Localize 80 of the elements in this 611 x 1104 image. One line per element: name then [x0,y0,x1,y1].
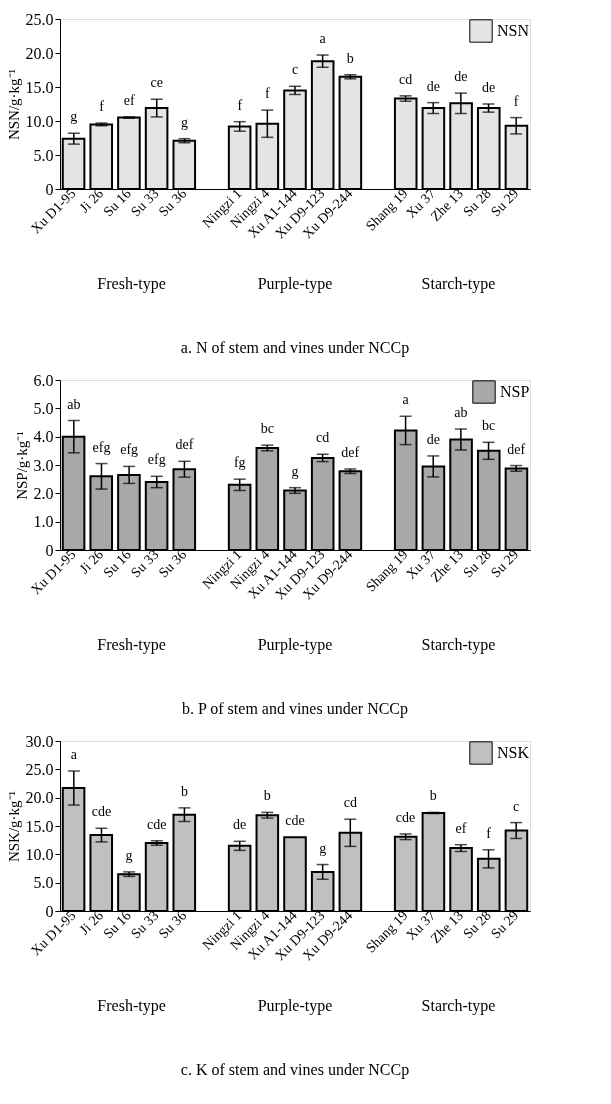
text: Fresh-type [97,275,166,293]
data-label: f [265,86,271,102]
data-label: cde [147,816,167,832]
data-label: bc [481,418,496,434]
data-label: ef [455,820,467,836]
data-label: c [513,798,520,814]
data-label: g [70,109,78,125]
data-label: cd [343,795,357,811]
y-tick-label: 10.0 [25,845,54,863]
y-tick-label: 6.0 [33,371,54,389]
text: Purple-type [257,997,333,1015]
data-label: efg [120,442,139,458]
data-label: b [180,783,188,799]
text: b. P of stem and vines under NCCp [181,700,409,718]
y-tick-label: 5.0 [33,146,54,164]
y-tick-label: 4.0 [33,428,54,446]
y-tick-label: 5.0 [33,874,54,892]
data-label: b [263,788,271,804]
text: c. K of stem and vines under NCCp [180,1061,410,1079]
data-label: cde [395,809,416,825]
data-label: ab [454,405,468,421]
data-label: def [175,437,194,453]
y-tick-label: 25.0 [25,760,54,778]
y-tick-label: 3.0 [33,456,54,474]
data-label: a [70,747,78,763]
data-label: a [319,31,327,47]
y-tick-label: 5.0 [33,399,54,417]
y-axis-title: NSK/g·kg⁻¹ [5,790,22,863]
data-label: f [99,99,105,115]
data-label: efg [147,452,166,468]
legend-label: NSK [497,744,530,761]
y-tick-label: 20.0 [25,44,54,62]
data-label: de [426,78,440,94]
y-axis-title: NSN/g·kg⁻¹ [5,68,22,141]
text: Starch-type [421,997,496,1015]
text: Fresh-type [97,636,166,654]
legend-label: NSP [500,383,530,400]
data-label: cde [91,804,112,820]
data-label: ce [150,75,163,91]
y-axis-title: NSP/g·kg⁻¹ [13,431,30,500]
text: Fresh-type [97,997,166,1015]
legend-label: NSN [497,22,530,39]
y-tick-label: 15.0 [25,78,54,96]
data-label: de [481,80,496,95]
data-label: f [237,97,243,113]
text: Purple-type [257,636,333,654]
data-label: cd [316,430,330,446]
data-label: f [486,825,492,841]
data-label: ab [67,396,81,412]
data-label: g [319,840,327,856]
data-label: c [291,62,299,78]
data-label: ef [123,92,135,108]
text: Purple-type [257,275,333,293]
data-label: g [180,114,188,130]
data-label: de [233,817,247,833]
y-tick-label: 2.0 [33,484,54,502]
y-tick-label: 1.0 [33,513,54,531]
data-label: de [454,69,468,85]
data-label: g [125,847,133,863]
data-label: def [507,441,526,457]
text: Starch-type [421,275,496,293]
data-label: cde [285,813,305,829]
y-tick-label: 20.0 [25,789,54,807]
text: a. N of stem and vines under NCCp [180,339,410,357]
data-label: cd [398,71,413,87]
y-tick-label: 30.0 [25,732,54,750]
data-label: a [402,392,410,408]
text: Starch-type [421,636,496,654]
y-tick-label: 15.0 [25,817,54,835]
y-tick-label: 10.0 [25,112,54,130]
data-label: bc [260,421,274,437]
y-tick-label: 25.0 [25,10,54,28]
data-label: fg [233,455,246,471]
data-label: f [513,93,519,109]
data-label: b [346,50,354,66]
data-label: def [341,444,360,460]
data-label: efg [92,439,111,455]
data-label: de [426,431,440,447]
data-label: g [291,463,299,479]
data-label: b [429,788,437,804]
